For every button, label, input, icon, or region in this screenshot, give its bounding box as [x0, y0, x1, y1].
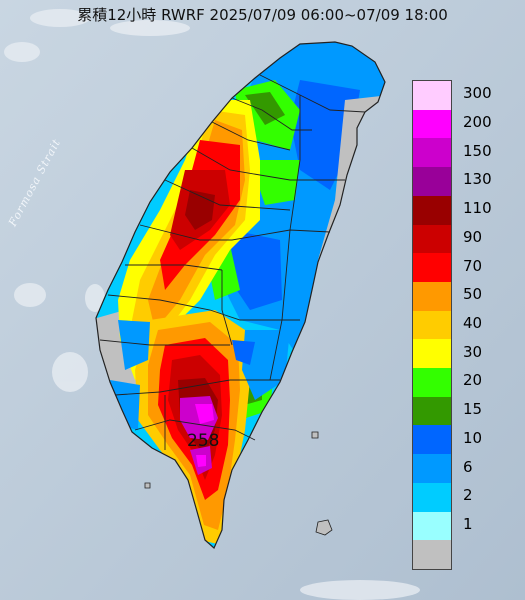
- legend-swatch: [413, 425, 451, 455]
- legend-swatch: [413, 281, 451, 312]
- legend-tick-label: 10: [463, 428, 483, 447]
- max-value-label: 258: [187, 431, 220, 451]
- cloud-texture: [4, 9, 420, 600]
- legend-swatch: [413, 511, 451, 541]
- legend-swatch: [413, 540, 451, 570]
- legend-tick-label: 1: [463, 514, 473, 533]
- legend-tick-label: 70: [463, 256, 483, 275]
- legend-swatch: [413, 138, 451, 168]
- legend-tick-label: 200: [463, 113, 492, 132]
- legend-tick-label: 150: [463, 141, 492, 160]
- legend-tick-label: 90: [463, 227, 483, 246]
- xiaoliuqiu-island: [144, 482, 151, 489]
- legend-swatch: [413, 195, 451, 226]
- map-title: 累積12小時 RWRF 2025/07/09 06:00~07/09 18:00: [77, 6, 448, 24]
- legend-tick-label: 2: [463, 486, 473, 505]
- legend-tick-label: 130: [463, 170, 492, 189]
- legend-swatch: [413, 167, 451, 197]
- legend-swatch: [413, 339, 451, 369]
- legend-tick-label: 6: [463, 457, 473, 476]
- legend-tick-label: 50: [463, 285, 483, 304]
- legend-swatch: [413, 482, 451, 513]
- orchid-island: [315, 519, 333, 536]
- county-boundaries: [95, 41, 386, 549]
- legend-tick-label: 20: [463, 371, 483, 390]
- legend-swatch: [413, 109, 451, 139]
- green-island: [311, 431, 319, 439]
- legend-tick-label: 110: [463, 199, 492, 218]
- legend-swatch: [413, 368, 451, 398]
- legend-swatch: [413, 253, 451, 283]
- legend-tick-label: 40: [463, 314, 483, 332]
- color-legend: [412, 80, 452, 570]
- legend-swatch: [413, 81, 451, 111]
- legend-tick-label: 15: [463, 400, 483, 419]
- legend-swatch: [413, 454, 451, 484]
- legend-swatch: [413, 396, 451, 426]
- legend-swatch: [413, 310, 451, 340]
- legend-tick-label: 300: [463, 84, 492, 103]
- legend-swatch: [413, 224, 451, 254]
- legend-tick-label: 30: [463, 342, 483, 361]
